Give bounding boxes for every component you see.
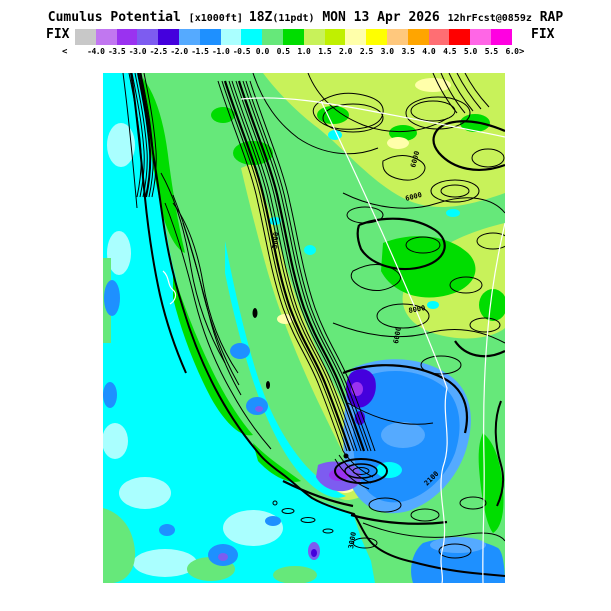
colorbar-tick: -2.0 bbox=[170, 47, 188, 56]
state-border-lines bbox=[162, 97, 505, 583]
page-title-part: MON 13 Apr 2026 bbox=[314, 10, 448, 25]
page-title-part: 18Z bbox=[248, 10, 273, 25]
colorbar-tick: 1.5 bbox=[318, 47, 332, 56]
colorbar-tick: -3.0 bbox=[128, 47, 147, 56]
colorbar-segment bbox=[345, 29, 367, 45]
colorbar-segment bbox=[470, 29, 491, 45]
colorbar-segment bbox=[449, 29, 471, 45]
colorbar-tick: -1.5 bbox=[191, 47, 209, 56]
colorbar-segment bbox=[386, 29, 408, 45]
colorbar-tick: -2.5 bbox=[149, 47, 168, 56]
colorbar-right-label: FIX bbox=[531, 27, 555, 42]
page-title-part: [x1000ft] bbox=[188, 13, 249, 24]
colorbar-segment bbox=[324, 29, 346, 45]
colorbar-tick: 2.5 bbox=[359, 47, 373, 56]
colorbar-segment bbox=[241, 29, 263, 45]
colorbar-segment bbox=[199, 29, 221, 45]
colorbar-segment bbox=[137, 29, 159, 45]
colorbar-tick: -1.0 bbox=[212, 47, 230, 56]
page-title-part: 12hrFcst@0859z bbox=[447, 13, 532, 24]
sf-bay-outline bbox=[162, 270, 177, 305]
contour-label: 3000 bbox=[271, 232, 280, 249]
colorbar-tick: 0.5 bbox=[276, 47, 290, 56]
colorbar-ticks: -4.0 -3.5 -3.0 -2.5 -2.0 -1.5 -1.0 -0.5 0.0 0.5 1.… bbox=[0, 47, 611, 58]
colorbar-segment bbox=[116, 29, 138, 45]
colorbar-tick: -4.0 bbox=[87, 47, 105, 56]
colorbar-tick: 3.0 bbox=[380, 47, 394, 56]
ocean-detail-layer bbox=[103, 123, 317, 583]
colorbar-tick: 4.5 bbox=[443, 47, 457, 56]
colorbar-segment bbox=[75, 29, 96, 45]
colorbar-segment bbox=[178, 29, 200, 45]
page-title: Cumulus Potential [x1000ft] 18Z(11pdt) M… bbox=[0, 6, 611, 25]
colorbar-overflow-arrow: > bbox=[519, 47, 525, 57]
colorbar-tick: -3.5 bbox=[107, 47, 126, 56]
terrain-contour-layer bbox=[122, 73, 505, 559]
contour-label: 6000 bbox=[392, 326, 403, 344]
colorbar-underflow-arrow: < bbox=[62, 47, 68, 57]
colorbar-tick: 5.0 bbox=[463, 47, 477, 56]
colorbar-segment bbox=[428, 29, 450, 45]
colorbar-tick: 4.0 bbox=[422, 47, 436, 56]
colorbar-segment bbox=[220, 29, 242, 45]
colorbar-tick: 0.0 bbox=[255, 47, 269, 56]
colorbar-segment bbox=[303, 29, 325, 45]
page-title-part: (11pdt) bbox=[272, 13, 315, 24]
california-coastline bbox=[139, 73, 505, 577]
colorbar-segment bbox=[366, 29, 387, 45]
page-title-part: RAP bbox=[531, 10, 564, 25]
colorbar-segment bbox=[490, 29, 512, 45]
contour-label: 3000 bbox=[347, 531, 358, 549]
contour-label: 8000 bbox=[408, 304, 426, 315]
colorbar-tick: 1.0 bbox=[297, 47, 311, 56]
colorbar-segments bbox=[75, 29, 512, 45]
colorbar-segment bbox=[95, 29, 117, 45]
colorbar-tick: 6.0 bbox=[505, 47, 519, 56]
colorbar-left-label: FIX bbox=[46, 27, 70, 42]
colorbar-segment bbox=[158, 29, 179, 45]
colorbar-segment bbox=[262, 29, 283, 45]
colorbar-tick: 2.0 bbox=[339, 47, 352, 56]
page-title-part: Cumulus Potential bbox=[47, 10, 189, 25]
colorbar-tick: -0.5 bbox=[232, 47, 251, 56]
colorbar-segment bbox=[407, 29, 429, 45]
colorbar-tick: 5.5 bbox=[484, 47, 498, 56]
colorbar-tick: 3.5 bbox=[401, 47, 415, 56]
colorbar-segment bbox=[282, 29, 304, 45]
